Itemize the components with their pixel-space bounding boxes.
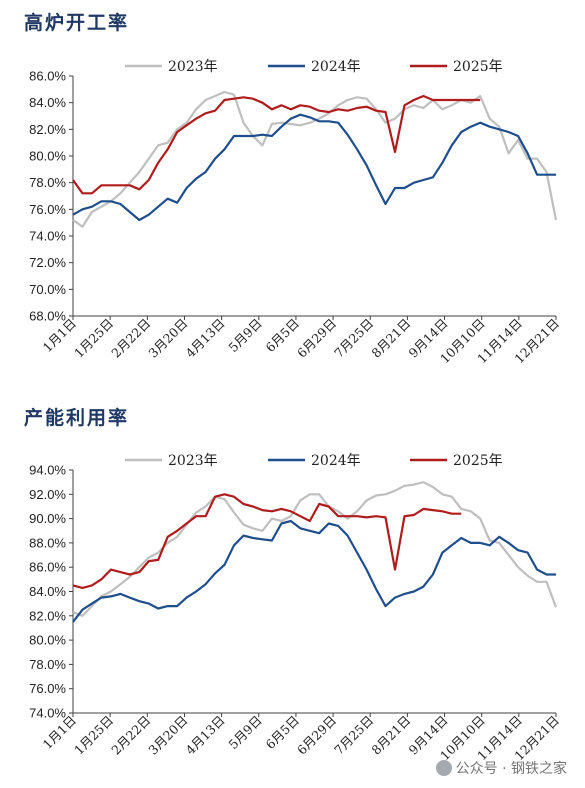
x-tick-label: 4月13日 [183, 316, 228, 361]
x-tick-label: 1月25日 [71, 316, 116, 361]
x-tick-label: 3月20日 [145, 713, 190, 758]
x-tick-label: 6月29日 [294, 316, 339, 361]
legend-label: 2024年 [311, 59, 361, 75]
legend-label: 2023年 [168, 59, 218, 75]
x-tick-label: 8月21日 [368, 316, 413, 361]
x-tick-label: 8月21日 [368, 713, 413, 758]
y-tick-label: 86.0% [29, 560, 66, 575]
y-tick-label: 82.0% [29, 122, 66, 137]
chart-title: 高炉开工率 [24, 12, 130, 34]
y-tick-label: 72.0% [29, 255, 66, 270]
series-line-2023年 [72, 90, 558, 228]
y-tick-label: 76.0% [29, 202, 66, 217]
legend-label: 2025年 [453, 453, 503, 469]
legend-label: 2025年 [453, 59, 503, 75]
y-tick-label: 74.0% [29, 229, 66, 244]
x-tick-label: 7月25日 [331, 316, 376, 361]
series-line-2023年 [72, 481, 558, 617]
y-tick-label: 78.0% [29, 657, 66, 672]
y-tick-label: 94.0% [29, 463, 66, 478]
wechat-icon [435, 760, 452, 776]
y-tick-label: 80.0% [29, 633, 66, 648]
capacity-utilization-panel: 产能利用率 94.0% 92.0% 90.0% 88.0% 86.0% 84.0% 82.0… [0, 395, 585, 788]
x-tick-label: 6月29日 [294, 713, 339, 758]
series-line-2025年 [72, 493, 462, 589]
legend-label: 2024年 [311, 453, 361, 469]
x-tick-label: 7月25日 [331, 713, 376, 758]
capacity-utilization-chart: 94.0% 92.0% 90.0% 88.0% 86.0% 84.0% 82.0% 80.0%… [29, 453, 562, 763]
series-line-2024年 [72, 519, 556, 623]
y-tick-label: 86.0% [29, 69, 66, 84]
y-tick-label: 80.0% [29, 149, 66, 164]
legend-label: 2023年 [168, 453, 218, 469]
y-tick-label: 82.0% [29, 608, 66, 623]
watermark-text: 公众号 · 钢铁之家 [455, 761, 567, 777]
y-tick-label: 84.0% [29, 95, 66, 110]
blast-furnace-operating-rate-chart: 86.0% 84.0% 82.0% 80.0% 78.0% 76.0% 74.0% 72.0%… [29, 59, 562, 366]
x-tick-label: 5月9日 [225, 713, 265, 753]
chart-title: 产能利用率 [24, 407, 130, 429]
y-tick-label: 84.0% [29, 584, 66, 599]
blast-furnace-operating-rate-panel: 高炉开工率 86.0% 84.0% 82.0% 80.0% 78.0% 76.0% 74.0… [24, 12, 562, 366]
x-tick-label: 1月25日 [71, 713, 116, 758]
series-line-2025年 [72, 94, 481, 195]
x-tick-label: 4月13日 [183, 713, 228, 758]
y-tick-label: 78.0% [29, 175, 66, 190]
watermark: 公众号 · 钢铁之家 [435, 758, 567, 778]
x-tick-label: 3月20日 [145, 316, 190, 361]
y-tick-label: 70.0% [29, 282, 66, 297]
y-tick-label: 90.0% [29, 511, 66, 526]
x-tick-label: 5月9日 [225, 316, 265, 356]
y-tick-label: 76.0% [29, 681, 66, 696]
y-tick-label: 88.0% [29, 535, 66, 550]
y-tick-label: 68.0% [29, 309, 66, 324]
x-tick-label: 2月22日 [108, 713, 153, 758]
series-line-2024年 [72, 113, 556, 222]
y-tick-label: 74.0% [29, 706, 66, 721]
x-tick-label: 2月22日 [108, 316, 153, 361]
y-tick-label: 92.0% [29, 487, 66, 502]
